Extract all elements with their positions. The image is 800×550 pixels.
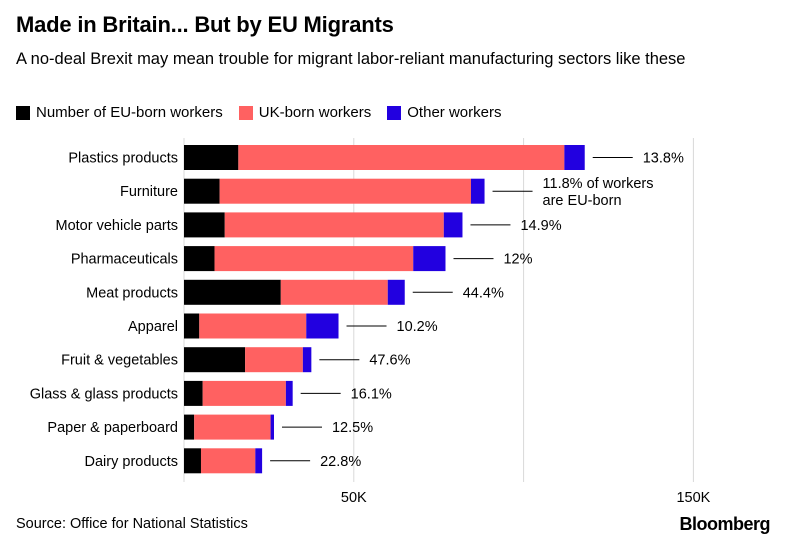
bar-uk-6 — [245, 347, 303, 373]
bar-other-8 — [270, 414, 274, 440]
bar-eu-6 — [184, 347, 246, 373]
bar-eu-0 — [184, 145, 239, 170]
data-label-9: 22.8% — [320, 454, 361, 470]
x-tick-label-1: 150K — [676, 490, 710, 506]
bar-other-2 — [443, 212, 463, 238]
category-label-0: Plastics products — [68, 151, 178, 167]
legend-label-eu: Number of EU-born workers — [36, 104, 223, 121]
category-label-2: Motor vehicle parts — [56, 218, 179, 234]
bar-other-0 — [564, 145, 585, 170]
bar-other-7 — [285, 380, 293, 406]
category-label-4: Meat products — [86, 285, 178, 301]
bar-other-9 — [255, 448, 263, 474]
bar-eu-1 — [184, 178, 220, 204]
bar-uk-1 — [219, 178, 471, 204]
bar-eu-3 — [184, 246, 215, 272]
legend-swatch-eu — [16, 105, 30, 120]
legend: Number of EU-born workers UK-born worker… — [16, 104, 517, 121]
bloomberg-logo: Bloomberg — [679, 514, 770, 534]
bar-uk-8 — [194, 414, 271, 440]
bar-eu-9 — [184, 448, 201, 474]
category-label-8: Paper & paperboard — [47, 420, 178, 436]
category-label-9: Dairy products — [85, 454, 178, 470]
legend-swatch-uk — [238, 105, 253, 120]
bar-eu-2 — [184, 212, 225, 238]
bar-other-6 — [302, 347, 312, 373]
category-label-6: Fruit & vegetables — [61, 353, 178, 369]
category-label-1: Furniture — [120, 184, 178, 200]
data-label-1: 11.8% of workers are EU-born — [543, 176, 654, 209]
x-tick-label-0: 50K — [341, 490, 367, 506]
data-label-line-1-1: are EU-born — [543, 193, 622, 209]
data-label-line-1-0: 11.8% of workers — [543, 176, 654, 192]
legend-item-eu: Number of EU-born workers — [16, 104, 223, 121]
bar-other-4 — [387, 279, 405, 305]
data-label-0: 13.8% — [643, 151, 684, 167]
data-label-4: 44.4% — [463, 285, 504, 301]
data-label-2: 14.9% — [520, 218, 561, 234]
source-note: Source: Office for National Statistics — [16, 516, 248, 532]
chart-title: Made in Britain... But by EU Migrants — [16, 12, 394, 37]
legend-label-uk: UK-born workers — [258, 104, 372, 121]
bar-eu-5 — [184, 313, 200, 339]
data-label-7: 16.1% — [351, 386, 392, 402]
bar-other-1 — [470, 178, 485, 204]
bar-uk-2 — [224, 212, 444, 238]
bar-uk-7 — [202, 380, 286, 406]
legend-swatch-other — [387, 105, 402, 120]
data-label-5: 10.2% — [397, 319, 438, 335]
category-label-7: Glass & glass products — [30, 386, 178, 402]
category-label-3: Pharmaceuticals — [71, 252, 178, 268]
bar-uk-0 — [238, 145, 565, 170]
bar-other-5 — [306, 313, 339, 339]
chart-subtitle: A no-deal Brexit may mean trouble for mi… — [16, 50, 686, 68]
legend-label-other: Other workers — [407, 104, 502, 121]
bar-uk-5 — [199, 313, 307, 339]
data-label-6: 47.6% — [369, 353, 410, 369]
legend-item-uk: UK-born workers — [238, 104, 372, 121]
bar-eu-8 — [184, 414, 195, 440]
data-label-8: 12.5% — [332, 420, 373, 436]
bar-eu-4 — [184, 279, 281, 305]
bar-uk-4 — [280, 279, 388, 305]
category-label-5: Apparel — [128, 319, 178, 335]
bar-uk-3 — [214, 246, 414, 272]
legend-item-other: Other workers — [387, 104, 501, 121]
bar-uk-9 — [200, 448, 256, 474]
data-label-3: 12% — [503, 252, 532, 268]
bar-eu-7 — [184, 380, 203, 406]
bar-other-3 — [413, 246, 446, 272]
